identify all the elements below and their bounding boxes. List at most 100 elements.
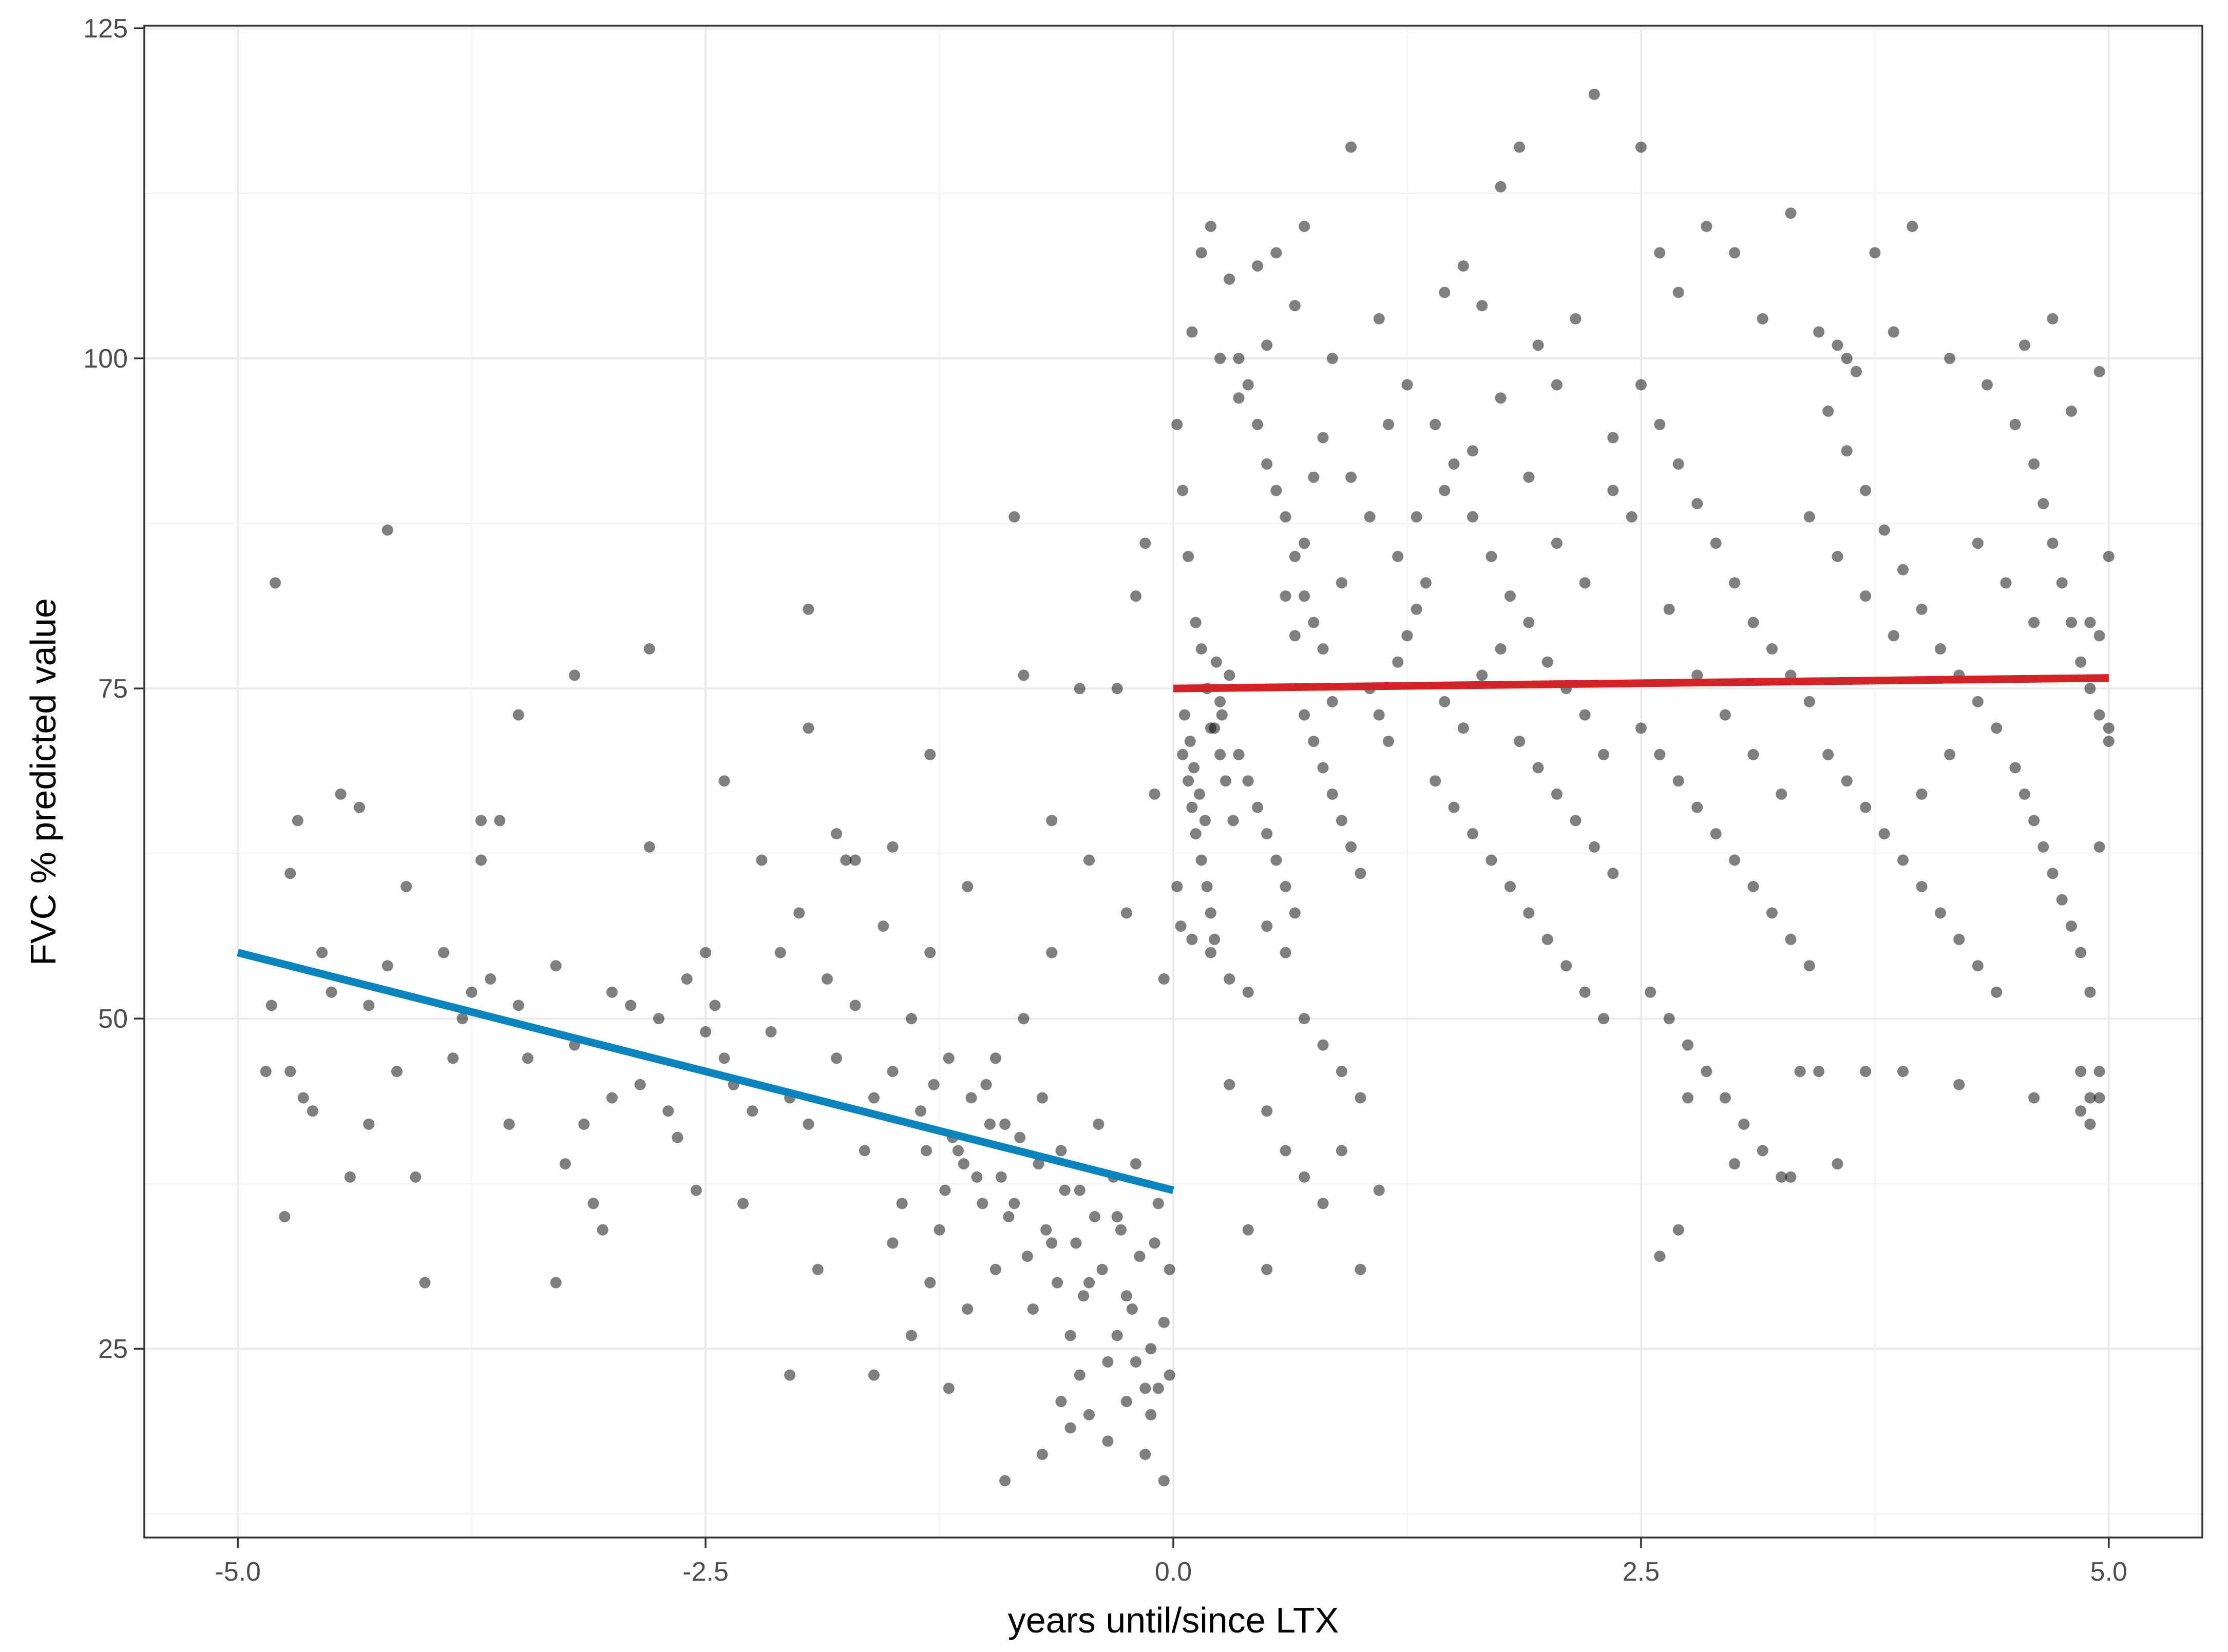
data-point <box>1317 432 1329 444</box>
data-point <box>1551 379 1563 391</box>
data-point <box>1682 1092 1693 1104</box>
data-point <box>1195 854 1207 866</box>
data-point <box>1261 1105 1273 1117</box>
data-point <box>921 1145 932 1157</box>
data-point <box>965 1092 977 1104</box>
data-point <box>1392 656 1404 668</box>
data-point <box>1289 551 1301 562</box>
data-point <box>1635 379 1647 391</box>
data-point <box>1551 788 1563 800</box>
data-point <box>1184 736 1196 747</box>
data-point <box>1186 933 1198 945</box>
data-point <box>1345 141 1357 153</box>
data-point <box>1171 418 1183 430</box>
data-point <box>1089 1211 1100 1222</box>
data-point <box>2047 868 2059 879</box>
data-point <box>2084 986 2096 998</box>
data-point <box>316 947 328 958</box>
data-point <box>1523 471 1535 483</box>
data-point <box>1430 775 1441 787</box>
data-point <box>2018 339 2030 351</box>
data-point <box>1570 313 1582 324</box>
data-point <box>625 1000 637 1011</box>
data-point <box>1190 828 1202 840</box>
data-point <box>700 1026 712 1038</box>
data-point <box>747 1105 758 1117</box>
data-point <box>2047 313 2059 324</box>
data-point <box>1439 696 1451 707</box>
data-point <box>1317 762 1329 774</box>
data-point <box>1188 762 1200 774</box>
data-point <box>475 854 487 866</box>
y-axis-title: FVC % predicted value <box>23 598 63 966</box>
data-point <box>1869 247 1881 259</box>
data-point <box>1860 590 1872 602</box>
data-point <box>643 643 655 655</box>
data-point <box>1052 1277 1063 1289</box>
data-point <box>1021 1251 1033 1262</box>
data-point <box>793 907 805 919</box>
data-point <box>1299 221 1310 232</box>
data-point <box>292 815 303 827</box>
data-point <box>1120 1290 1132 1302</box>
data-point <box>1139 537 1151 549</box>
regression-line <box>1173 674 2109 693</box>
data-point <box>1242 986 1254 998</box>
data-point <box>1663 603 1675 615</box>
data-point <box>756 854 768 866</box>
y-axis-ticks: 25 50 75 100 125 <box>83 14 144 1364</box>
data-point <box>1430 418 1441 430</box>
data-point <box>1785 207 1797 219</box>
data-point <box>1691 498 1703 510</box>
data-point <box>1242 379 1254 391</box>
data-point <box>1822 748 1834 760</box>
data-point <box>999 1475 1011 1487</box>
data-point <box>2009 762 2021 774</box>
data-point <box>1299 1013 1310 1025</box>
data-point <box>2028 815 2040 827</box>
data-point <box>831 828 843 840</box>
data-point <box>1457 260 1469 272</box>
x-axis-ticks: -5.0 -2.5 0.0 2.5 5.0 <box>215 1538 2127 1587</box>
data-point <box>1486 551 1497 562</box>
data-point <box>1027 1303 1039 1315</box>
data-point <box>1392 551 1404 562</box>
data-point <box>2037 498 2049 510</box>
data-point <box>718 1052 730 1064</box>
data-point <box>2075 1105 2087 1117</box>
data-point <box>1495 392 1507 404</box>
data-point <box>1102 1356 1114 1368</box>
data-point <box>1523 907 1535 919</box>
data-point <box>1178 709 1190 721</box>
data-point <box>419 1277 431 1289</box>
data-point <box>1355 1092 1366 1104</box>
data-point <box>1149 1237 1160 1249</box>
data-point <box>1691 801 1703 813</box>
data-point <box>1579 986 1591 998</box>
data-point <box>784 1369 796 1381</box>
data-point <box>1551 537 1563 549</box>
data-point <box>1074 1369 1086 1381</box>
data-point <box>1803 960 1815 972</box>
data-point <box>1317 1198 1329 1209</box>
data-point <box>1289 300 1301 312</box>
data-point <box>1514 736 1526 747</box>
data-point <box>2028 617 2040 628</box>
data-point <box>812 1263 824 1275</box>
data-point <box>1953 1079 1965 1090</box>
data-point <box>1944 353 1956 364</box>
data-point <box>953 1145 964 1157</box>
data-point <box>1033 1158 1044 1170</box>
data-point <box>1299 590 1310 602</box>
data-point <box>1953 933 1965 945</box>
data-point <box>1270 854 1282 866</box>
data-point <box>1224 273 1235 285</box>
data-point <box>363 1118 375 1130</box>
data-point <box>1216 709 1228 721</box>
data-point <box>887 841 899 853</box>
y-tick-label: 25 <box>98 1334 128 1364</box>
data-point <box>550 1277 562 1289</box>
data-point <box>1776 1171 1787 1183</box>
data-point <box>1476 669 1488 681</box>
data-point <box>1252 801 1263 813</box>
